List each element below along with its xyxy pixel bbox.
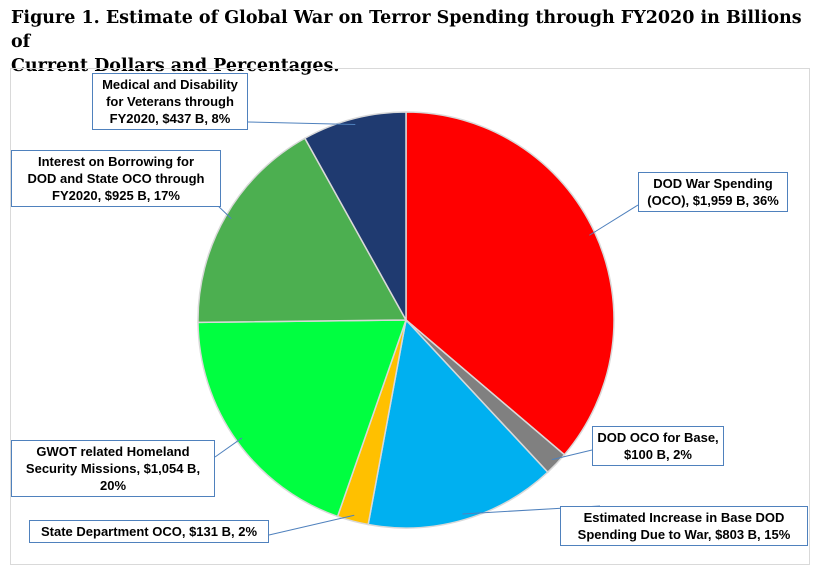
slice-label-2-line-2: $100 B, 2% <box>624 447 692 462</box>
pie-slice-1 <box>405 111 615 456</box>
slice-label-5-line-3: 20% <box>99 478 127 493</box>
slice-label-2-line-1: DOD OCO for Base, <box>597 430 719 445</box>
pie-slice-6 <box>197 137 408 324</box>
slice-label-2: DOD OCO for Base, $100 B, 2% <box>592 426 724 466</box>
slice-label-1-line-2: (OCO), $1,959 B, 36% <box>647 193 779 208</box>
slice-label-7-line-2: for Veterans through <box>106 94 234 109</box>
slice-label-4-line-1: State Department OCO, $131 B, 2% <box>40 524 258 539</box>
leader-line-5 <box>214 437 243 458</box>
slice-label-5-line-2: Security Missions, $1,054 B, <box>25 461 201 476</box>
chart-frame <box>10 68 810 565</box>
chart-title: Figure 1. Estimate of Global War on Terr… <box>11 6 811 78</box>
slice-label-3-line-1: Estimated Increase in Base DOD <box>583 510 785 525</box>
slice-label-7-line-1: Medical and Disability <box>102 77 238 92</box>
slice-label-6-line-3: FY2020, $925 B, 17% <box>52 188 180 203</box>
slice-label-4: State Department OCO, $131 B, 2% <box>29 520 269 543</box>
slice-label-1-line-1: DOD War Spending <box>653 176 773 191</box>
leader-line-2 <box>551 449 593 461</box>
leader-line-4 <box>268 514 355 536</box>
leader-line-1 <box>589 204 639 236</box>
pie-slice-7 <box>303 111 407 323</box>
slice-label-5-line-1: GWOT related Homeland <box>36 444 190 459</box>
slice-label-6-line-2: DOD and State OCO through <box>27 171 205 186</box>
slice-label-6: Interest on Borrowing for DOD and State O… <box>11 150 221 207</box>
pie-slice-3 <box>367 318 549 529</box>
chart-title-line-1: Figure 1. Estimate of Global War on Terr… <box>11 8 802 52</box>
slice-label-7-line-3: FY2020, $437 B, 8% <box>109 111 231 126</box>
slice-label-7: Medical and Disability for Veterans throu… <box>92 73 248 130</box>
slice-label-5: GWOT related Homeland Security Missions, … <box>11 440 215 497</box>
slice-label-6-line-1: Interest on Borrowing for <box>38 154 194 169</box>
leader-line-7 <box>247 121 356 125</box>
slice-label-3-line-2: Spending Due to War, $803 B, 15% <box>577 527 791 542</box>
slice-label-1: DOD War Spending (OCO), $1,959 B, 36% <box>638 172 788 212</box>
slice-label-3: Estimated Increase in Base DOD Spending D… <box>560 506 808 546</box>
chart-title-line-2: Current Dollars and Percentages. <box>11 56 340 76</box>
